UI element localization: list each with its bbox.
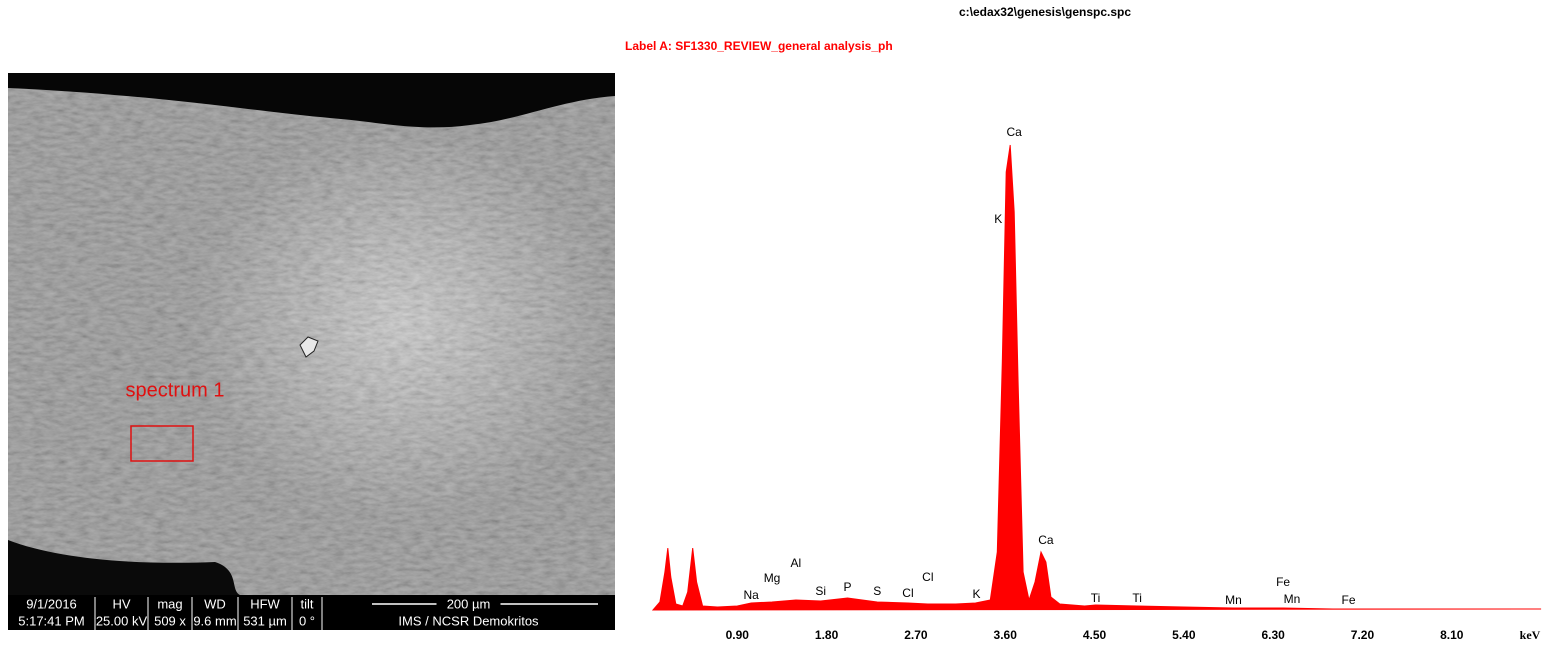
info-value: 5:17:41 PM xyxy=(18,613,85,628)
info-header: mag xyxy=(157,596,182,611)
info-value: 0 ° xyxy=(299,613,315,628)
peak-label: Ca xyxy=(1006,125,1022,139)
spectrum-label: spectrum 1 xyxy=(126,379,225,401)
info-value: 509 x xyxy=(154,613,186,628)
peak-label: Na xyxy=(744,588,760,602)
info-value: IMS / NCSR Demokritos xyxy=(398,613,539,628)
dark-edge-top xyxy=(8,73,615,128)
peak-label: K xyxy=(972,587,980,601)
peak-label: Mn xyxy=(1284,592,1301,606)
x-tick-label: 0.90 xyxy=(726,628,750,642)
x-tick-label: 2.70 xyxy=(904,628,928,642)
peak-label: Cl xyxy=(922,570,933,584)
info-value: 531 µm xyxy=(243,613,287,628)
info-header: 200 µm xyxy=(447,596,491,611)
info-header: HFW xyxy=(250,596,280,611)
peak-label: P xyxy=(843,580,851,594)
spectrum xyxy=(651,144,1542,611)
info-value: 9.6 mm xyxy=(193,613,236,628)
peak-label: Cl xyxy=(902,586,913,600)
x-tick-label: 8.10 xyxy=(1440,628,1464,642)
peak-label: Ti xyxy=(1132,591,1142,605)
info-bar xyxy=(8,595,615,630)
x-tick-label: 7.20 xyxy=(1351,628,1375,642)
info-cells: 9/1/2016 5:17:41 PM HV 25.00 kV mag 509 x WD 9.… xyxy=(18,596,598,630)
peak-label: K xyxy=(994,212,1002,226)
x-axis-label: keV xyxy=(1520,628,1541,642)
x-tick-label: 1.80 xyxy=(815,628,839,642)
dark-edge-bottom xyxy=(8,540,240,595)
chart-title: Label A: SF1330_REVIEW_general analysis_… xyxy=(625,39,893,53)
peak-label: Mg xyxy=(764,571,781,585)
x-tick-label: 4.50 xyxy=(1083,628,1107,642)
scale-bar-gap xyxy=(436,597,501,611)
peak-label: S xyxy=(873,584,881,598)
peak-label: Si xyxy=(815,584,826,598)
particle xyxy=(299,336,319,358)
peak-label: Ca xyxy=(1038,533,1054,547)
info-value: 25.00 kV xyxy=(96,613,148,628)
peak-label: Fe xyxy=(1342,593,1356,607)
peak-label: Ti xyxy=(1091,591,1101,605)
micrograph: spectrum 1 xyxy=(8,73,615,630)
plot: 0.90 1.80 2.70 3.60 4.50 5.40 6.30 7.20 8.10 Ca K C… xyxy=(651,125,1542,642)
info-header: WD xyxy=(204,596,226,611)
peak-label: Mn xyxy=(1225,593,1242,607)
info-header: HV xyxy=(112,596,130,611)
x-tick-label: 5.40 xyxy=(1172,628,1196,642)
peak-label: Al xyxy=(791,556,802,570)
info-header: 9/1/2016 xyxy=(26,596,77,611)
peak-label: Fe xyxy=(1276,575,1290,589)
x-tick-label: 6.30 xyxy=(1261,628,1285,642)
info-header: tilt xyxy=(301,596,314,611)
spectrum-region xyxy=(130,425,194,462)
x-tick-label: 3.60 xyxy=(994,628,1018,642)
file-path: c:\edax32\genesis\genspc.spc xyxy=(959,5,1131,19)
